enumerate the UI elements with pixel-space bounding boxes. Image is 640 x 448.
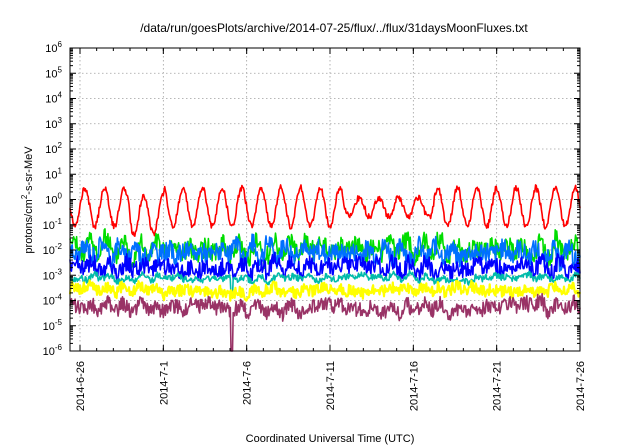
series-layer bbox=[68, 184, 582, 352]
y-tick-label: 10-5 bbox=[43, 318, 63, 333]
series-line-1 bbox=[69, 184, 581, 237]
series-line-3 bbox=[69, 233, 581, 273]
x-tick-label: 2014-6-26 bbox=[75, 361, 87, 411]
y-tick-label: 10-2 bbox=[43, 242, 63, 257]
x-tick-label: 2014-7-21 bbox=[492, 361, 504, 411]
y-tick-label: 106 bbox=[45, 40, 62, 55]
x-tick-label: 2014-7-11 bbox=[325, 361, 337, 410]
y-axis-label-sup: 2 bbox=[20, 194, 29, 199]
x-tick-labels: 2014-6-26 2014-7-1 2014-7-6 2014-7-11 2014-7… bbox=[75, 361, 587, 411]
y-tick-label: 102 bbox=[45, 141, 62, 156]
chart-title: /data/run/goesPlots/archive/2014-07-25/f… bbox=[140, 21, 528, 35]
series-line-5 bbox=[69, 269, 581, 297]
y-axis-label-base: protons/cm bbox=[23, 199, 35, 253]
y-tick-label: 10-6 bbox=[43, 343, 63, 358]
y-tick-label: 103 bbox=[45, 116, 62, 131]
x-tick-label: 2014-7-1 bbox=[158, 361, 170, 405]
x-tick-label: 2014-7-26 bbox=[575, 361, 587, 411]
x-tick-label: 2014-7-6 bbox=[242, 361, 254, 405]
y-axis-label: protons/cm2-s-sr-MeV bbox=[20, 146, 35, 254]
y-tick-label: 10-1 bbox=[43, 217, 63, 232]
axis-ticks bbox=[70, 47, 581, 352]
y-tick-label: 104 bbox=[45, 91, 62, 106]
series-line-7 bbox=[69, 292, 581, 352]
y-tick-label: 10-3 bbox=[43, 267, 63, 282]
series-line-4 bbox=[69, 251, 581, 284]
y-tick-label: 10-4 bbox=[43, 293, 63, 308]
y-tick-labels: 10-6 10-5 10-4 10-3 10-2 10-1 100 101 102 103 104 1… bbox=[43, 40, 63, 358]
y-axis-label-rest: -s-sr-MeV bbox=[23, 146, 35, 195]
x-tick-label: 2014-7-16 bbox=[408, 361, 420, 411]
y-tick-label: 105 bbox=[45, 65, 62, 80]
x-axis-label: Coordinated Universal Time (UTC) bbox=[246, 433, 415, 445]
y-tick-label: 101 bbox=[45, 166, 62, 181]
y-tick-label: 100 bbox=[45, 192, 62, 207]
series-line-6 bbox=[68, 279, 582, 302]
